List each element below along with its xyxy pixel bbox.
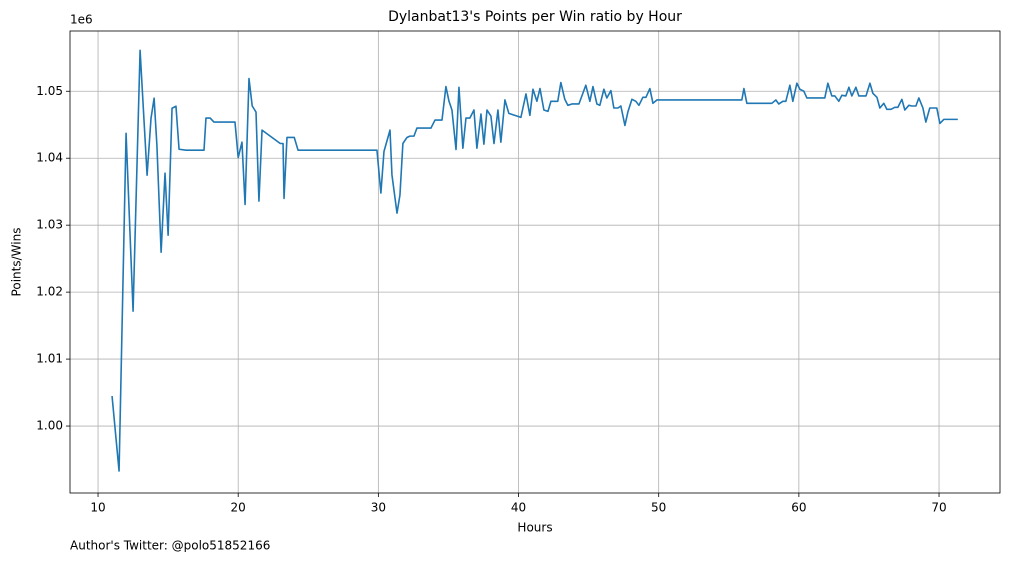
y-tick-label: 1.00	[36, 419, 63, 433]
chart-title: Dylanbat13's Points per Win ratio by Hou…	[388, 9, 682, 25]
x-tick-label: 30	[371, 501, 386, 515]
x-tick-label: 20	[231, 501, 246, 515]
y-tick-label: 1.02	[36, 285, 63, 299]
y-tick-label: 1.05	[36, 84, 63, 98]
data-line	[111, 49, 958, 472]
x-tick-label: 60	[791, 501, 806, 515]
annotation: Author's Twitter: @polo51852166	[70, 539, 270, 553]
x-tick-label: 40	[511, 501, 526, 515]
x-axis-label: Hours	[517, 521, 552, 535]
y-tick-label: 1.03	[36, 218, 63, 232]
y-tick-label: 1.01	[36, 352, 63, 366]
y-axis-label: Points/Wins	[10, 228, 24, 297]
x-tick-label: 70	[931, 501, 946, 515]
y-offset-label: 1e6	[70, 13, 93, 27]
plot-frame	[69, 30, 1001, 494]
x-tick-label: 10	[90, 501, 105, 515]
x-tick-label: 50	[651, 501, 666, 515]
y-tick-label: 1.04	[36, 151, 63, 165]
